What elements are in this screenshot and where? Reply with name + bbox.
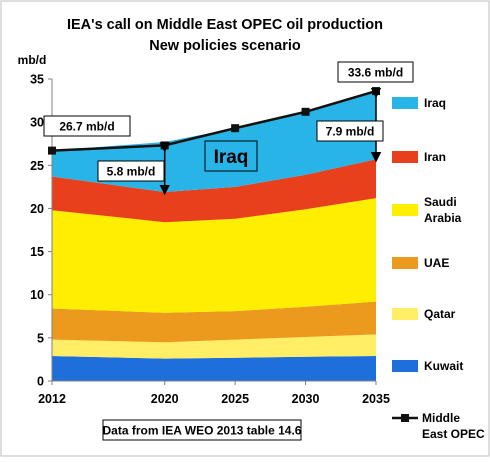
annotation-end-total-box — [337, 61, 414, 83]
area-uae — [52, 301, 376, 343]
legend-marker-middle-east-opec — [401, 414, 409, 422]
legend-swatch-kuwait — [392, 360, 418, 372]
iraq-area-label-box — [204, 140, 258, 172]
annotation-start-total-box — [43, 115, 131, 137]
y-tick-label: 5 — [37, 331, 44, 345]
chart-title: IEA's call on Middle East OPEC oil produ… — [67, 17, 383, 33]
legend-label: Iraq — [424, 96, 446, 110]
legend-swatch-iran — [392, 151, 418, 163]
annotation-iraq-2020-box — [97, 160, 165, 182]
x-tick-label: 2030 — [292, 392, 320, 406]
x-tick-label: 2012 — [38, 392, 66, 406]
area-saudi-arabia — [52, 198, 376, 313]
area-iran — [52, 159, 376, 223]
total-line-point — [231, 124, 240, 133]
legend-label: Saudi — [424, 195, 457, 209]
source-note-box — [102, 419, 302, 441]
x-tick-label: 2025 — [221, 392, 249, 406]
legend-swatch-saudi-arabia — [392, 204, 418, 216]
annotation-end-total: 33.6 mb/d — [348, 66, 403, 80]
legend-label: Qatar — [424, 307, 456, 321]
legend-swatch-uae — [392, 257, 418, 269]
y-tick-label: 30 — [30, 116, 44, 130]
area-qatar — [52, 334, 376, 359]
y-tick-label: 15 — [30, 245, 44, 259]
y-tick-label: 25 — [30, 159, 44, 173]
legend-label: East OPEC — [422, 427, 485, 441]
annotation-start-total: 26.7 mb/d — [59, 120, 114, 134]
annotation-iraq-2035: 7.9 mb/d — [326, 125, 375, 139]
legend-label: Arabia — [424, 211, 462, 225]
x-tick-label: 2035 — [362, 392, 390, 406]
legend-swatch-iraq — [392, 97, 418, 109]
annotation-iraq-2035-box — [316, 120, 384, 142]
iraq-area-label: Iraq — [214, 147, 249, 168]
y-tick-label: 10 — [30, 288, 44, 302]
total-line-point — [48, 146, 56, 155]
legend-label: Middle — [422, 411, 460, 425]
legend-swatch-qatar — [392, 308, 418, 320]
x-tick-label: 2020 — [151, 392, 179, 406]
y-tick-label: 20 — [30, 202, 44, 216]
total-line-point — [301, 107, 310, 116]
area-kuwait — [52, 356, 376, 381]
legend-label: UAE — [424, 256, 449, 270]
legend-label: Iran — [424, 150, 446, 164]
y-axis-label: mb/d — [18, 53, 47, 67]
annotations-layer: 26.7 mb/d 33.6 mb/d 5.8 mb/d 7.9 mb/d Iraq Da… — [43, 61, 414, 441]
source-note: Data from IEA WEO 2013 table 14.6 — [103, 424, 302, 438]
legend: Iraq Iran Saudi Arabia UAE Qatar Kuwait Middle E… — [392, 96, 485, 441]
y-tick-label: 35 — [30, 73, 44, 87]
chart-subtitle: New policies scenario — [149, 38, 301, 54]
legend-label: Kuwait — [424, 359, 463, 373]
y-tick-label: 0 — [37, 375, 44, 389]
annotation-iraq-2020: 5.8 mb/d — [107, 165, 156, 179]
